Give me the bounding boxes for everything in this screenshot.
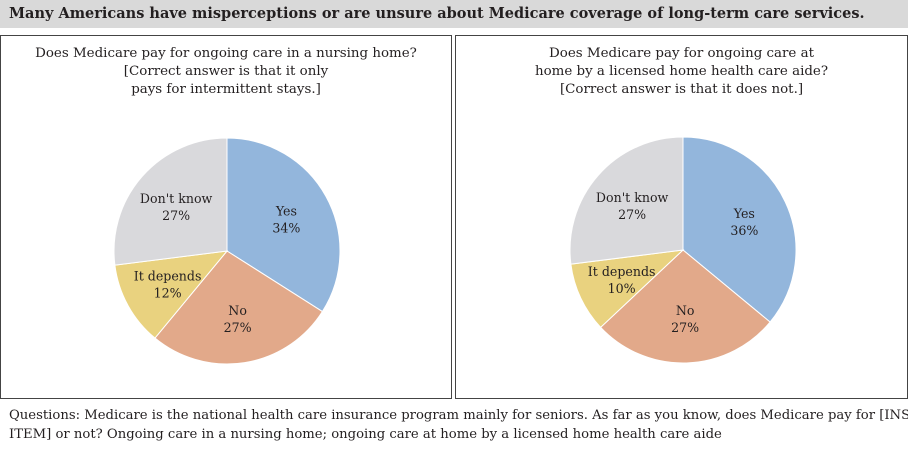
- chart-title: Does Medicare pay for ongoing care in a …: [1, 45, 451, 99]
- chart-title-line: [Correct answer is that it does not.]: [559, 82, 804, 97]
- chart-title-line: Does Medicare pay for ongoing care at: [549, 46, 814, 61]
- chart-headline: Many Americans have misperceptions or ar…: [9, 5, 865, 22]
- slice-value-yes: 36%: [730, 223, 758, 238]
- slice-value-yes: 34%: [272, 220, 300, 235]
- chart-title-line: home by a licensed home health care aide…: [534, 64, 829, 79]
- pie-chart-nursing-home: Yes 34% No 27% It depends 12% Don't know 27%: [113, 137, 341, 365]
- slice-label-it-depends: It depends: [134, 269, 202, 284]
- slice-label-don-t-know: Don't know: [596, 190, 669, 205]
- pie-slice-yes: [682, 136, 797, 323]
- slice-label-yes: Yes: [275, 203, 297, 218]
- pie-slice-don-t-know: [113, 137, 228, 266]
- chart-panel-home-health-aide: Does Medicare pay for ongoing care at ho…: [455, 35, 908, 399]
- questions-footnote: Questions: Medicare is the national heal…: [9, 406, 908, 444]
- chart-title-line: pays for intermittent stays.]: [131, 82, 321, 97]
- chart-title: Does Medicare pay for ongoing care at ho…: [456, 45, 907, 99]
- pie-slice-no: [599, 249, 771, 364]
- footnote-line: Questions: Medicare is the national heal…: [9, 408, 908, 423]
- slice-value-don-t-know: 27%: [618, 207, 646, 222]
- footnote-line: ITEM] or not? Ongoing care in a nursing …: [9, 427, 722, 442]
- slice-label-don-t-know: Don't know: [140, 191, 213, 206]
- slice-value-it-depends: 10%: [608, 281, 636, 296]
- pie-slice-don-t-know: [569, 136, 684, 265]
- pie-slice-no: [154, 250, 324, 365]
- slice-label-it-depends: It depends: [588, 264, 656, 279]
- slice-label-no: No: [676, 303, 695, 318]
- pie-chart-home-health-aide: Yes 36% No 27% It depends 10% Don't know 27%: [569, 136, 797, 364]
- header-banner: Many Americans have misperceptions or ar…: [0, 0, 908, 28]
- slice-value-don-t-know: 27%: [162, 208, 190, 223]
- slice-value-it-depends: 12%: [154, 286, 182, 301]
- slice-label-yes: Yes: [733, 206, 755, 221]
- pie-slice-yes: [226, 137, 341, 313]
- slice-label-no: No: [228, 303, 247, 318]
- pie-slice-it-depends: [570, 249, 685, 329]
- chart-title-line: Does Medicare pay for ongoing care in a …: [35, 46, 417, 61]
- slice-value-no: 27%: [224, 320, 252, 335]
- slice-value-no: 27%: [671, 320, 699, 335]
- chart-panel-nursing-home: Does Medicare pay for ongoing care in a …: [0, 35, 452, 399]
- pie-slice-it-depends: [114, 250, 229, 339]
- chart-title-line: [Correct answer is that it only: [123, 64, 329, 79]
